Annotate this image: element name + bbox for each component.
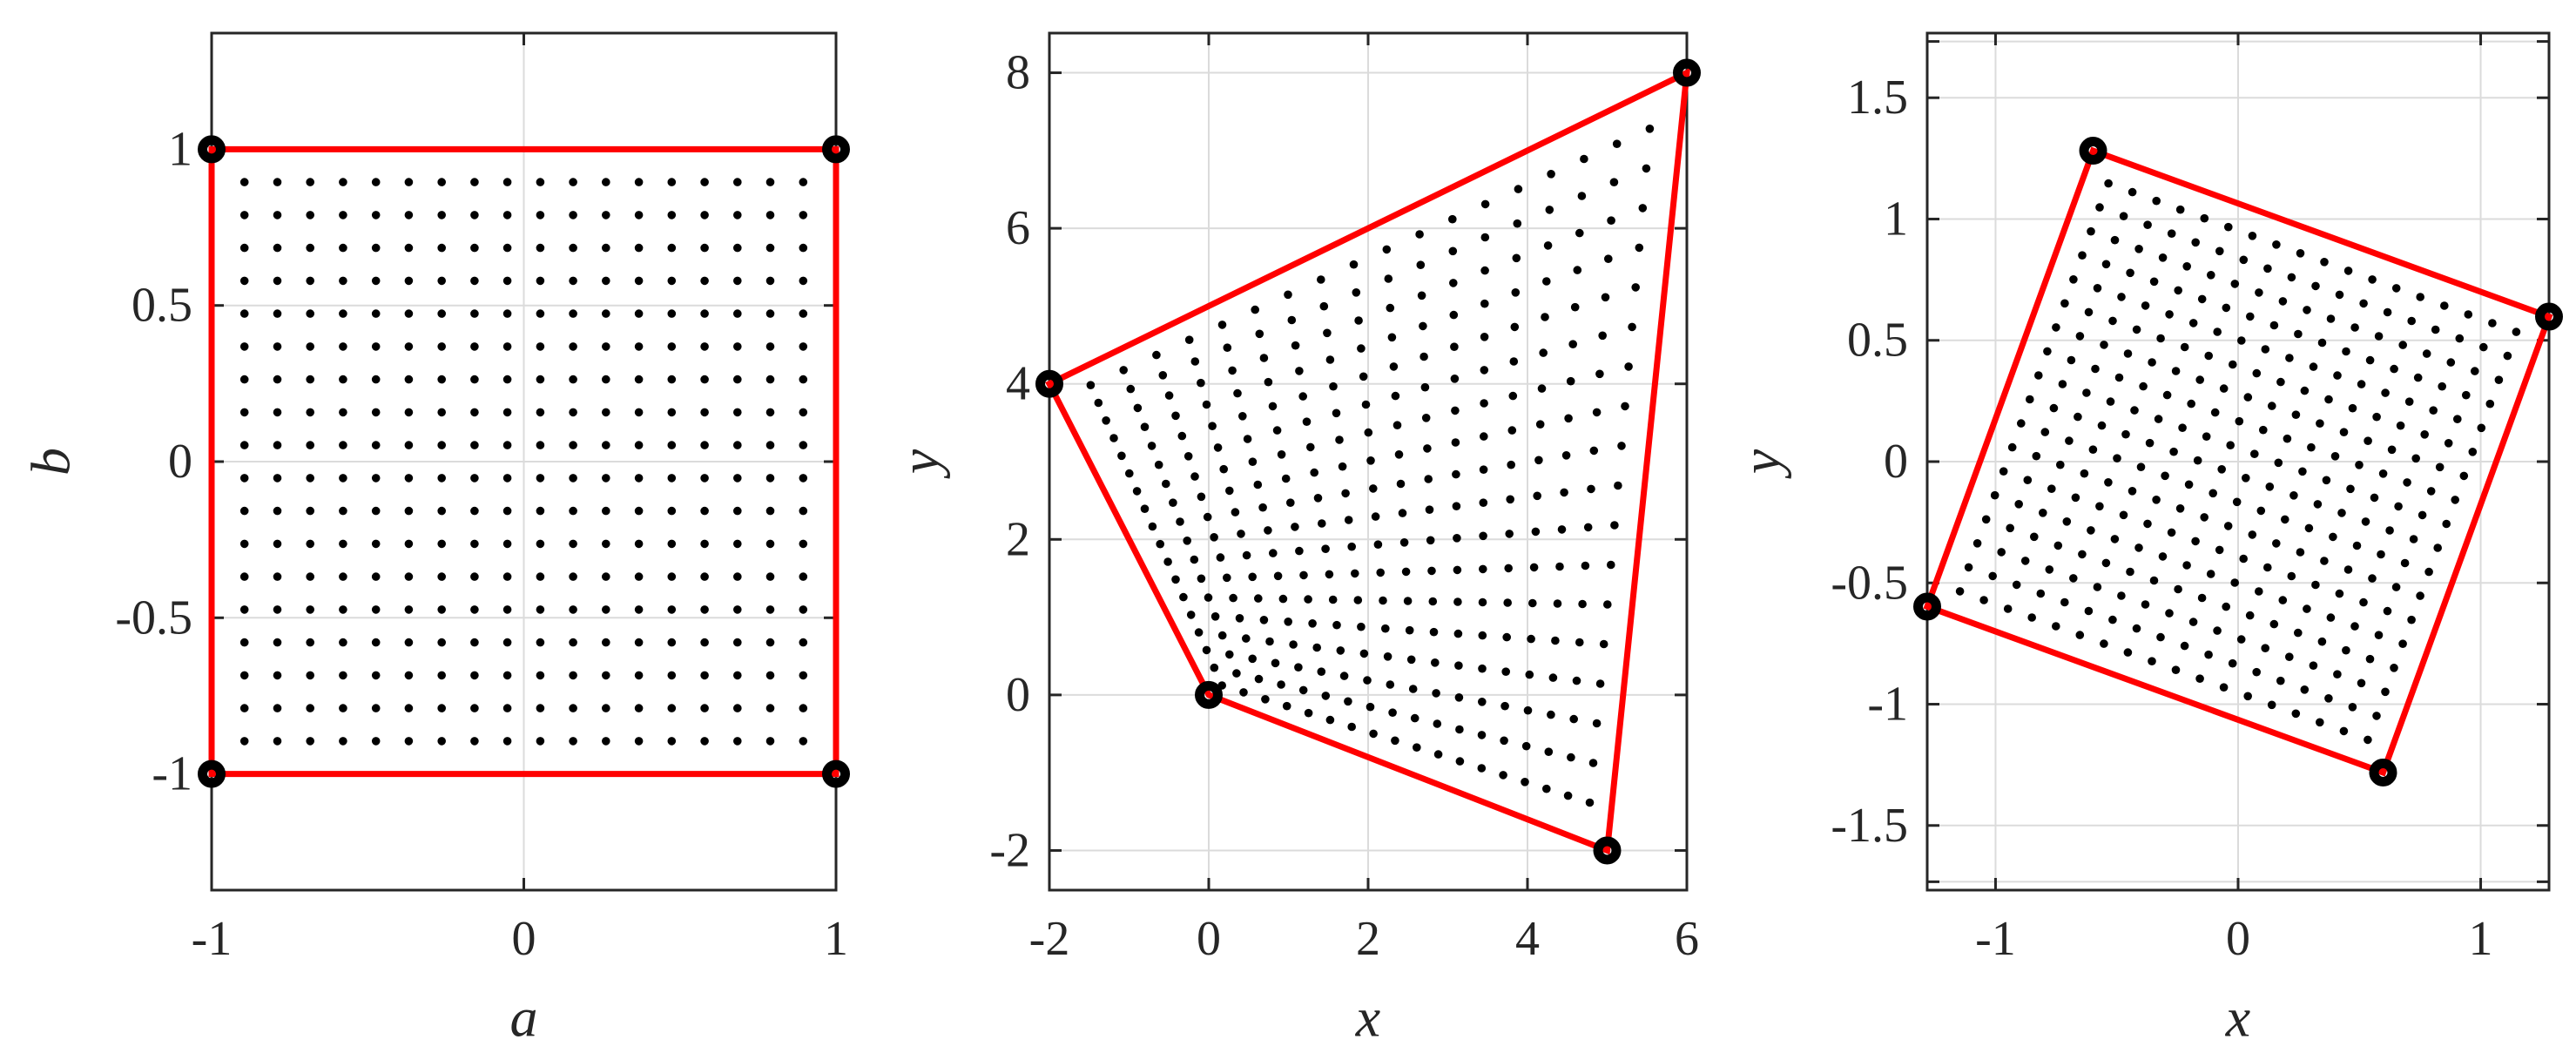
x-axis-label: a (510, 987, 538, 1049)
boundary-polygon (1923, 146, 2553, 777)
y-tick-label: 1 (1884, 192, 1908, 246)
corner-marker (1913, 592, 1941, 621)
y-axis-label: b (20, 448, 82, 476)
x-tick-label: 1 (824, 912, 848, 966)
boundary-polygon (1045, 67, 1691, 855)
y-tick-label: 0 (168, 435, 192, 489)
corner-markers (198, 135, 850, 788)
corner-marker (1673, 58, 1701, 87)
y-tick-label: 0.5 (131, 279, 192, 333)
y-tick-label: -2 (989, 823, 1030, 877)
corner-markers (1913, 137, 2563, 786)
x-tick-label: 0 (512, 912, 536, 966)
gridlines (211, 33, 837, 890)
corner-marker (2369, 758, 2397, 786)
y-tick-label: 0 (1006, 668, 1030, 722)
y-tick-label: -0.5 (1831, 556, 1908, 610)
plot-box (1048, 31, 1689, 892)
y-axis-label: y (1730, 449, 1792, 479)
x-axis-label: x (1355, 987, 1380, 1049)
corner-marker (822, 135, 850, 164)
subplot-rotated-square: -1 0 1 -1.5 -1 -0.5 0 0.5 1 1.5 x y (1730, 31, 2563, 1049)
corner-marker (198, 135, 226, 164)
gridlines (1927, 33, 2549, 890)
x-tick-label: -1 (192, 912, 233, 966)
boundary-polygon (208, 145, 840, 778)
y-tick-label: 0 (1884, 435, 1908, 489)
corner-marker (1035, 369, 1063, 398)
x-tick-label: -1 (1975, 912, 2016, 966)
x-tick-label: 6 (1675, 912, 1699, 966)
subplot-reference-square: -1 0 1 -1 -0.5 0 0.5 1 a b (20, 31, 850, 1049)
x-axis-label: x (2225, 987, 2250, 1049)
y-tick-label: 1 (168, 122, 192, 176)
tick-labels: -1 0 1 -1.5 -1 -0.5 0 0.5 1 1.5 (1831, 71, 2492, 966)
y-axis-label: y (889, 449, 951, 479)
x-tick-label: 2 (1356, 912, 1380, 966)
corner-marker (2535, 302, 2563, 331)
interior-dot-grid (1955, 179, 2521, 745)
x-tick-label: 0 (2226, 912, 2250, 966)
corner-marker (1593, 836, 1622, 865)
interior-dot-grid (239, 178, 808, 746)
corner-marker (198, 759, 226, 788)
y-tick-label: -1 (1867, 678, 1908, 732)
y-tick-label: -0.5 (115, 591, 192, 645)
interior-dot-grid (1086, 125, 1655, 807)
x-tick-label: 0 (1197, 912, 1221, 966)
x-tick-label: 4 (1515, 912, 1540, 966)
y-tick-label: 4 (1006, 357, 1030, 411)
tick-labels: -1 0 1 -1 -0.5 0 0.5 1 (115, 122, 848, 966)
y-tick-label: 6 (1006, 201, 1030, 255)
subplot-quadrilateral: -2 0 2 4 6 -2 0 2 4 6 8 x y (889, 31, 1701, 1049)
x-tick-label: -2 (1029, 912, 1070, 966)
corner-markers (1035, 58, 1701, 865)
y-tick-label: -1 (152, 747, 192, 801)
y-tick-label: -1.5 (1831, 799, 1908, 853)
y-tick-label: 0.5 (1847, 314, 1908, 368)
corner-marker (2079, 137, 2107, 165)
tick-labels: -2 0 2 4 6 -2 0 2 4 6 8 (989, 46, 1699, 966)
x-tick-label: 1 (2469, 912, 2493, 966)
y-tick-label: 2 (1006, 512, 1030, 566)
corner-marker (1195, 680, 1223, 709)
corner-marker (822, 759, 850, 788)
y-tick-label: 1.5 (1847, 71, 1908, 125)
y-tick-label: 8 (1006, 46, 1030, 100)
plot-box (1925, 31, 2551, 892)
